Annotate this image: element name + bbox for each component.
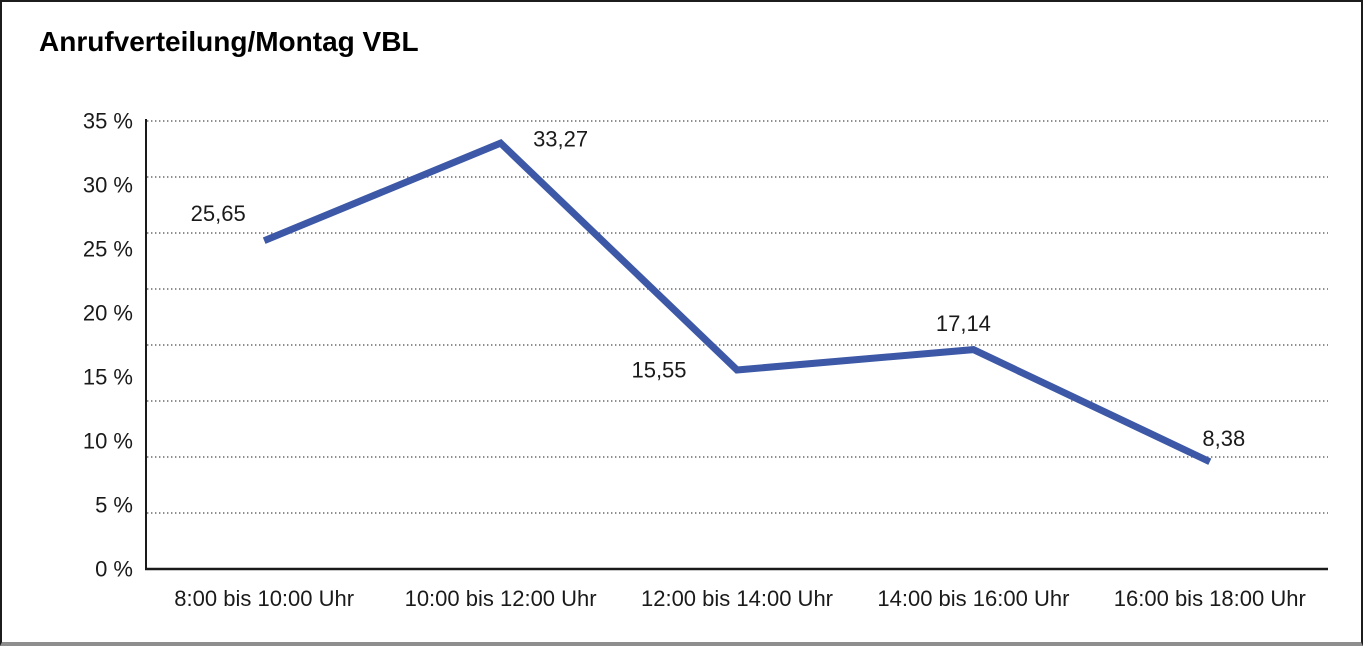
y-tick-label: 20 % (83, 301, 133, 326)
data-point-label: 15,55 (631, 357, 686, 382)
y-tick-label: 30 % (83, 173, 133, 198)
y-tick-label: 35 % (83, 109, 133, 134)
data-point-label: 17,14 (936, 311, 991, 336)
y-tick-label: 10 % (83, 429, 133, 454)
data-point-label: 33,27 (533, 127, 588, 152)
y-tick-label: 5 % (95, 493, 133, 518)
x-tick-label: 14:00 bis 16:00 Uhr (877, 586, 1069, 611)
y-tick-label: 15 % (83, 365, 133, 390)
chart-title: Anrufverteilung/Montag VBL (39, 26, 419, 57)
data-point-label: 25,65 (191, 201, 246, 226)
y-tick-label: 0 % (95, 557, 133, 582)
x-tick-label: 8:00 bis 10:00 Uhr (174, 586, 354, 611)
y-tick-label: 25 % (83, 237, 133, 262)
x-tick-label: 10:00 bis 12:00 Uhr (405, 586, 597, 611)
x-tick-label: 16:00 bis 18:00 Uhr (1114, 586, 1306, 611)
data-line (262, 139, 1212, 465)
x-tick-label: 12:00 bis 14:00 Uhr (641, 586, 833, 611)
data-point-label: 8,38 (1202, 426, 1245, 451)
